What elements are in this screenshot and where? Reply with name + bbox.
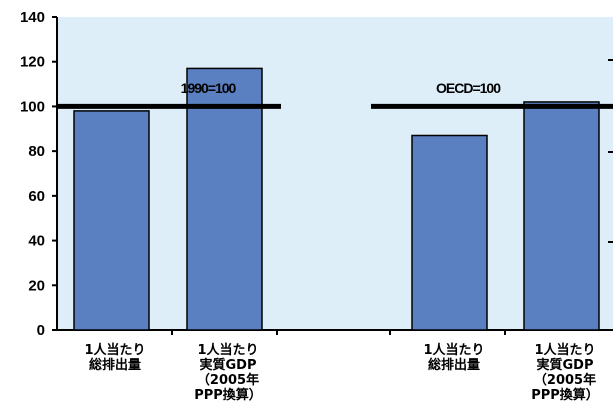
bar: [411, 134, 488, 331]
category-label: （2005年: [197, 372, 259, 388]
category-label: PPP換算）: [194, 387, 262, 403]
y-tick-label: 120: [20, 54, 45, 71]
bars: [73, 67, 600, 331]
bar: [523, 101, 600, 331]
category-label: 1人当たり: [84, 342, 145, 358]
category-label: 総排出量: [428, 357, 480, 373]
reference-label: 1990=100: [181, 80, 237, 96]
reference-lines: 1990=100 OECD=100: [57, 80, 613, 109]
category-label: 実質GDP: [200, 357, 257, 373]
category-labels: 1人当たり総排出量1人当たり実質GDP（2005年PPP換算）1人当たり総排出量…: [84, 342, 598, 403]
y-tick-label: 80: [28, 143, 45, 160]
reference-label: OECD=100: [436, 80, 501, 96]
category-label: PPP換算）: [531, 387, 599, 403]
y-tick-label: 140: [20, 9, 45, 26]
category-label: 総排出量: [89, 357, 141, 373]
category-label: 実質GDP: [537, 357, 594, 373]
y-tick-label: 40: [28, 233, 45, 250]
y-tick-label: 100: [20, 98, 45, 115]
bar: [186, 67, 263, 331]
category-label: （2005年: [534, 372, 596, 388]
y-tick-label: 60: [28, 188, 45, 205]
category-label: 1人当たり: [197, 342, 258, 358]
y-tick-label: 0: [37, 322, 45, 339]
category-label: 1人当たり: [423, 342, 484, 358]
bar: [73, 110, 150, 331]
category-label: 1人当たり: [534, 342, 595, 358]
y-tick-label: 20: [28, 277, 45, 294]
